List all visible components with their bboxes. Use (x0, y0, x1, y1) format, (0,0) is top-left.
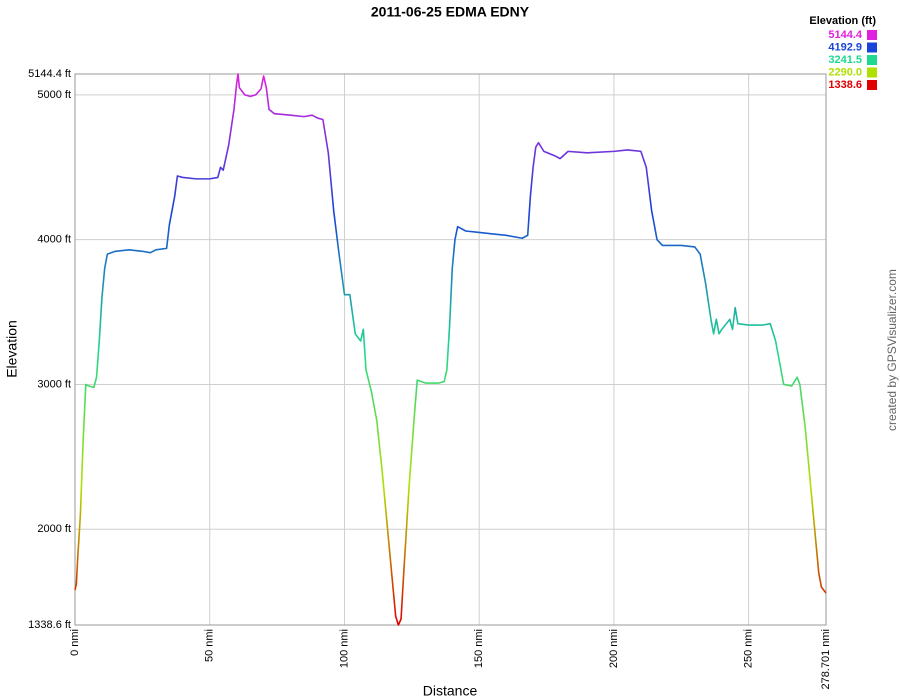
legend-swatch (867, 55, 877, 65)
elevation-line (74, 73, 827, 626)
y-tick-label: 2000 ft (37, 523, 71, 535)
x-tick-label: 250 nmi (743, 629, 755, 668)
plot-frame (74, 73, 827, 626)
y-tick-label: 1338.6 ft (28, 619, 71, 631)
x-tick-label: 100 nmi (338, 629, 350, 668)
legend-swatch (867, 67, 877, 78)
chart-title: 2011-06-25 EDMA EDNY (371, 4, 530, 20)
legend-swatch (867, 42, 877, 53)
y-tick-label: 3000 ft (37, 378, 71, 390)
x-tick-label: 278.701 nmi (820, 629, 832, 690)
legend-label: 1338.6 (828, 79, 862, 91)
credit: created by GPSVisualizer.com (885, 269, 899, 431)
legend-swatch (867, 80, 877, 90)
legend-label: 5144.4 (828, 29, 863, 41)
y-tick-label: 5000 ft (37, 89, 71, 101)
legend-swatch (867, 30, 877, 40)
legend-label: 3241.5 (828, 54, 862, 66)
y-tick-label: 4000 ft (37, 234, 71, 246)
x-tick-label: 200 nmi (608, 629, 620, 668)
x-axis-label: Distance (423, 683, 478, 699)
x-tick-label: 0 nmi (69, 629, 81, 656)
x-tick-label: 50 nmi (204, 629, 216, 662)
y-axis-label: Elevation (4, 320, 20, 378)
legend-title: Elevation (ft) (809, 15, 876, 27)
x-tick-label: 150 nmi (473, 629, 485, 668)
legend-label: 2290.0 (828, 66, 862, 78)
y-tick-label: 5144.4 ft (28, 68, 71, 80)
legend-label: 4192.9 (828, 41, 862, 53)
